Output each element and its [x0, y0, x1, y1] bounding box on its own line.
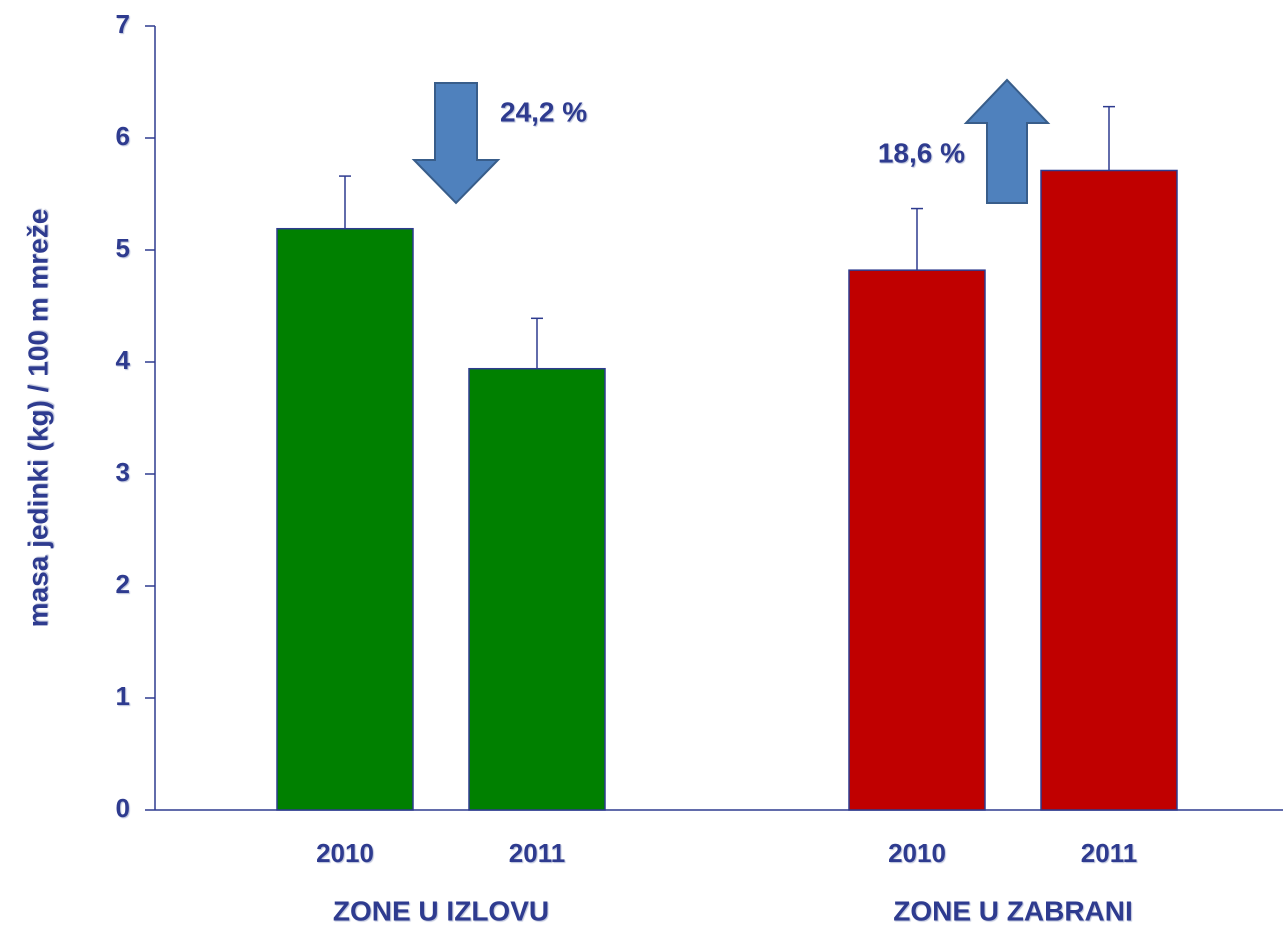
bar	[276, 227, 414, 811]
bar	[1040, 169, 1178, 811]
x-tick-label: 2010	[316, 838, 374, 868]
y-tick-label: 2	[116, 569, 130, 599]
group-label: ZONE U ZABRANI	[893, 895, 1133, 925]
x-tick-label: 2011	[1081, 838, 1137, 868]
y-tick-label: 5	[116, 233, 130, 263]
y-tick-label: 1	[116, 681, 130, 711]
x-tick-label: 2011	[509, 838, 565, 868]
x-tick-label: 2010	[888, 838, 946, 868]
y-tick-label: 7	[116, 9, 130, 39]
y-tick-label: 4	[116, 345, 131, 375]
annotation: 18,6 %	[878, 137, 965, 168]
y-axis-title: masa jedinki (kg) / 100 m mreže	[22, 209, 53, 628]
y-tick-label: 6	[116, 121, 130, 151]
y-tick-label: 3	[116, 457, 130, 487]
bar	[848, 269, 986, 811]
group-label: ZONE U IZLOVU	[333, 895, 549, 925]
annotation: 24,2 %	[500, 96, 587, 127]
arrow	[411, 82, 501, 205]
arrow	[963, 78, 1051, 204]
y-tick-label: 0	[116, 793, 130, 823]
bar	[468, 367, 606, 811]
